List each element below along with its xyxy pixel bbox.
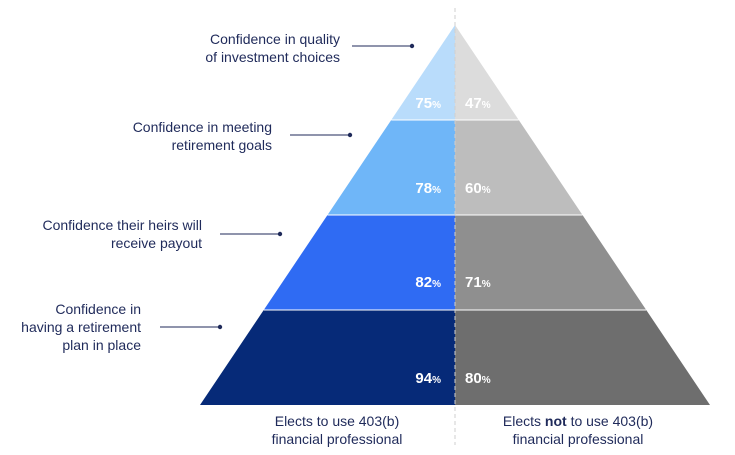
- value-label-left-2: 82%: [415, 274, 441, 291]
- unit-right-0: %: [482, 100, 491, 111]
- pyramid-band-left-0: [391, 25, 455, 120]
- pyramid-band-left-1: [327, 120, 455, 215]
- pyramid-band-right-0: [455, 25, 519, 120]
- footer-right: Elects not to use 403(b) financial profe…: [502, 413, 654, 447]
- value-label-right-0: 47%: [465, 95, 491, 112]
- category-label-3: Confidence in having a retirement plan i…: [21, 301, 141, 353]
- value-label-left-3: 94%: [415, 370, 441, 387]
- category-label-2: Confidence their heirs will receive payo…: [42, 217, 202, 251]
- value-label-left-0: 75%: [415, 95, 441, 112]
- category-label-1: Confidence in meeting retirement goals: [132, 119, 272, 153]
- value-label-left-1: 78%: [415, 180, 441, 197]
- category-label-0: Confidence in quality of investment choi…: [205, 31, 340, 65]
- unit-right-3: %: [482, 375, 491, 386]
- pyramid-band-right-3: [455, 310, 710, 405]
- unit-left-0: %: [432, 100, 441, 111]
- leader-dot-0: [409, 43, 415, 49]
- unit-left-1: %: [432, 185, 441, 196]
- leader-dot-1: [347, 132, 353, 138]
- leader-dot-3: [217, 324, 223, 330]
- value-label-right-1: 60%: [465, 180, 491, 197]
- pyramid-band-right-2: [455, 215, 647, 310]
- unit-right-2: %: [482, 279, 491, 290]
- pyramid-band-left-3: [200, 310, 455, 405]
- pyramid-band-right-1: [455, 120, 583, 215]
- pyramid-band-left-2: [263, 215, 455, 310]
- footer-left: Elects to use 403(b) financial professio…: [271, 413, 403, 447]
- value-label-right-3: 80%: [465, 370, 491, 387]
- leader-dot-2: [277, 231, 283, 237]
- unit-left-2: %: [432, 279, 441, 290]
- value-label-right-2: 71%: [465, 274, 491, 291]
- unit-left-3: %: [432, 375, 441, 386]
- unit-right-1: %: [482, 185, 491, 196]
